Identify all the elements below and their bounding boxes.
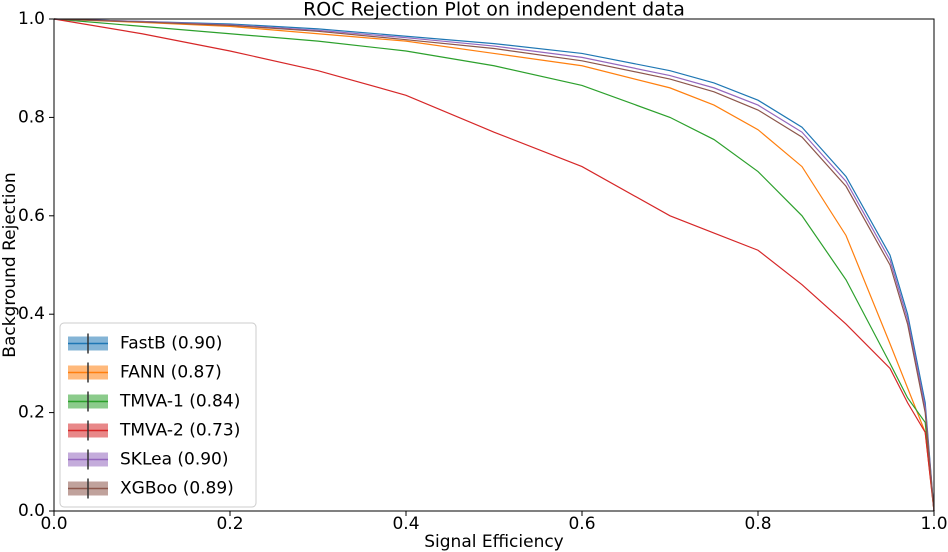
x-axis-label: Signal Efficiency [424,532,564,552]
y-tick-label: 0.6 [18,206,45,226]
x-tick-label: 0.8 [744,514,771,534]
x-tick-label: 0.0 [40,514,67,534]
plot-frame [53,18,935,512]
series-line [53,18,935,512]
legend-label: TMVA-1 (0.84) [119,392,240,412]
legend-box [59,322,257,508]
y-axis-label: Background Rejection [0,172,20,357]
legend-label: FANN (0.87) [120,363,222,383]
chart-title: ROC Rejection Plot on independent data [303,0,685,21]
legend-label: FastB (0.90) [120,334,222,354]
x-tick-label: 1.0 [920,514,947,534]
legend-label: TMVA-2 (0.73) [119,421,240,441]
y-tick-label: 0.4 [18,304,45,324]
x-tick-label: 0.6 [568,514,595,534]
series-line [53,18,935,512]
series-line [53,18,935,512]
y-tick-label: 0.8 [18,107,45,127]
series-line [53,18,935,512]
legend-label: SKLea (0.90) [120,450,229,470]
x-tick-label: 0.4 [392,514,419,534]
series-line [53,18,935,512]
x-tick-label: 0.2 [216,514,243,534]
y-tick-label: 1.0 [18,9,45,29]
y-tick-label: 0.2 [18,403,45,423]
series-line [53,18,935,512]
legend-label: XGBoo (0.89) [120,479,234,499]
y-tick-label: 0.0 [18,501,45,521]
